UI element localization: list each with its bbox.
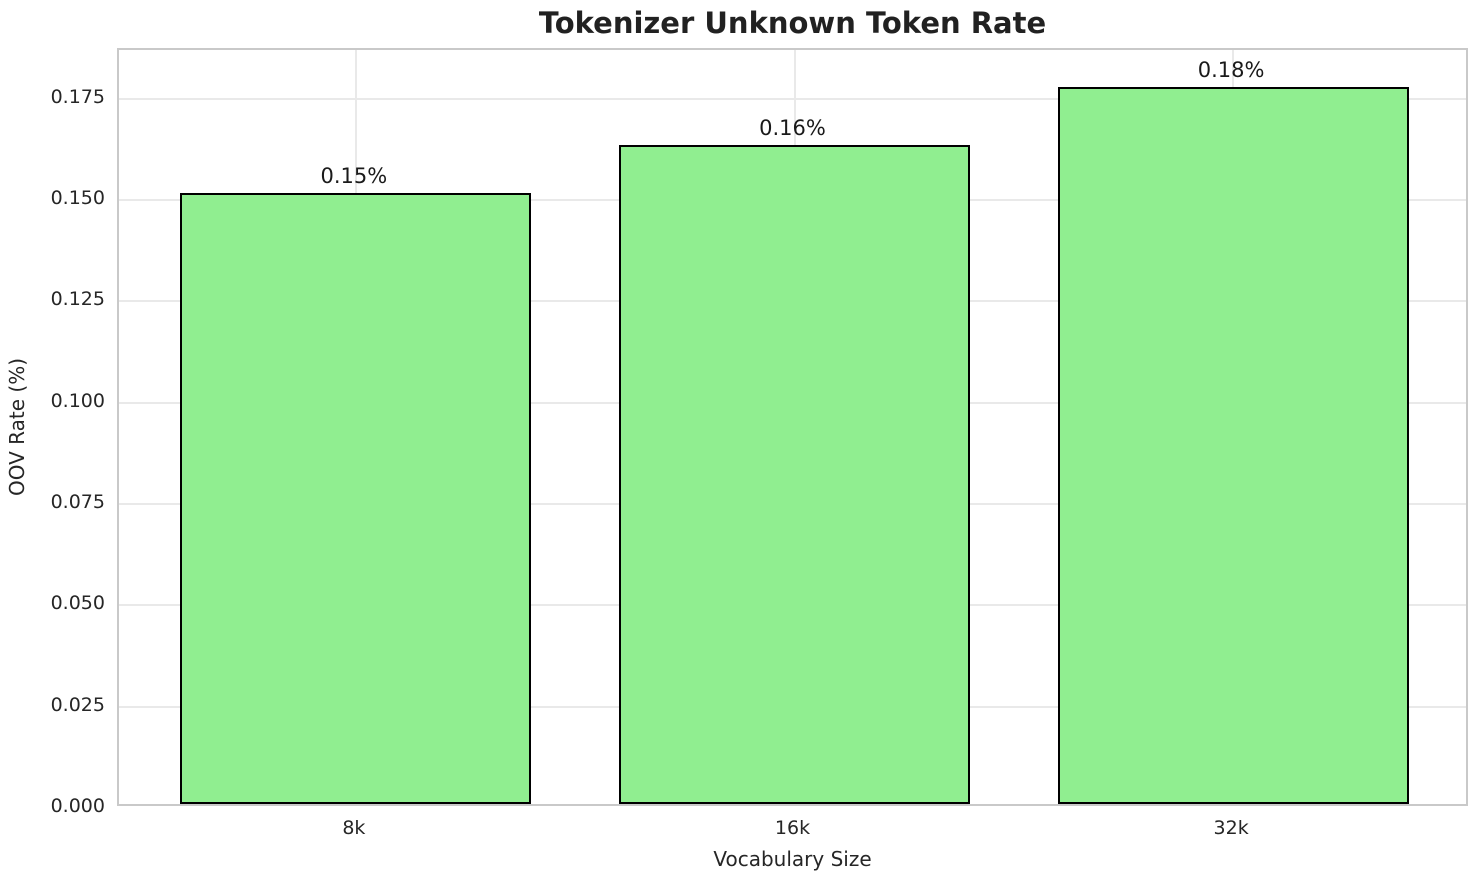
x-tick-label: 8k [342,817,366,839]
plot-area [117,48,1468,806]
y-tick-label: 0.175 [50,85,105,108]
bar-16k [619,144,970,804]
y-axis-label: OOV Rate (%) [5,358,29,496]
y-tick-label: 0.100 [50,389,105,412]
y-tick-label: 0.000 [50,795,105,817]
bar-value-label: 0.15% [320,164,388,189]
bar-value-label: 0.18% [1197,57,1265,82]
bar-32k [1057,86,1409,804]
chart-title: Tokenizer Unknown Token Rate [538,6,1047,40]
y-tick-label: 0.150 [50,186,105,209]
x-axis-label: Vocabulary Size [713,847,872,871]
y-tick-label: 0.075 [50,490,105,513]
x-tick-label: 16k [774,817,811,839]
y-tick-label: 0.125 [50,288,105,311]
bar-8k [180,193,532,804]
y-tick-label: 0.025 [50,693,105,716]
x-tick-label: 32k [1213,817,1249,839]
gridline-horizontal [119,97,1466,100]
y-tick-label: 0.050 [50,592,105,615]
bar-value-label: 0.16% [759,115,826,140]
